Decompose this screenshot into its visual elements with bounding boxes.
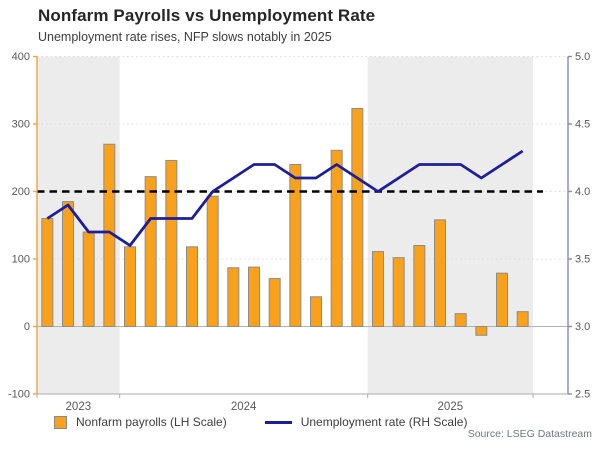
year-band-2025 (367, 56, 533, 394)
source-credit: Source: LSEG Datastream (467, 428, 592, 440)
nfp-bar (310, 296, 322, 327)
year-label-2025: 2025 (438, 401, 464, 413)
nfp-bar (227, 267, 240, 327)
chart-subtitle: Unemployment rate rises, NFP slows notab… (38, 30, 332, 44)
legend-bar-label: Nonfarm payrolls (LH Scale) (76, 415, 227, 429)
left-axis-label: 300 (12, 119, 30, 131)
chart-title: Nonfarm Payrolls vs Unemployment Rate (38, 6, 376, 25)
nfp-bar (41, 218, 54, 327)
right-axis-label: 3.5 (575, 254, 590, 266)
nfp-bar (392, 257, 405, 327)
nfp-bar (413, 245, 426, 327)
left-axis-label: 200 (12, 186, 30, 198)
left-axis-label: 0 (24, 321, 30, 333)
nfp-bar (475, 326, 488, 336)
right-axis-label: 3.0 (575, 321, 590, 333)
left-axis-label: 400 (12, 51, 30, 63)
nfp-bar (454, 313, 467, 327)
line-series-swatch-icon (264, 420, 292, 424)
legend-line-label: Unemployment rate (RH Scale) (300, 415, 468, 429)
nfp-bar (124, 246, 136, 328)
nfp-bar (206, 195, 219, 327)
legend: Nonfarm payrolls (LH Scale) Unemployment… (54, 415, 467, 429)
right-axis-label: 5.0 (575, 51, 590, 63)
bar-series-swatch-icon (54, 415, 67, 429)
nfp-bar (165, 159, 178, 327)
nfp-bar (82, 231, 95, 327)
nfp-bar (351, 107, 364, 327)
legend-item-unemployment-rate: Unemployment rate (RH Scale) (264, 415, 468, 429)
legend-item-nonfarm-payrolls: Nonfarm payrolls (LH Scale) (54, 415, 227, 429)
right-axis-label: 2.5 (575, 389, 590, 401)
nfp-bar (372, 251, 384, 327)
nfp-bar (62, 201, 74, 327)
year-label-2024: 2024 (231, 401, 257, 413)
nfp-bar (496, 272, 508, 327)
right-axis-label: 4.0 (575, 186, 590, 198)
nfp-bar (434, 219, 446, 328)
nfp-bar (268, 278, 281, 328)
unemployment-line (46, 149, 524, 247)
left-axis-label: -100 (8, 389, 30, 401)
nfp-bar (516, 311, 529, 327)
year-label-2023: 2023 (66, 401, 92, 413)
nfp-bar (330, 149, 343, 327)
nfp-bar (248, 266, 260, 328)
left-axis-label: 100 (12, 254, 30, 266)
nfp-bar (289, 164, 302, 327)
nfp-bar (144, 176, 157, 327)
nfp-bar (186, 246, 198, 328)
right-axis-label: 4.5 (575, 119, 590, 131)
